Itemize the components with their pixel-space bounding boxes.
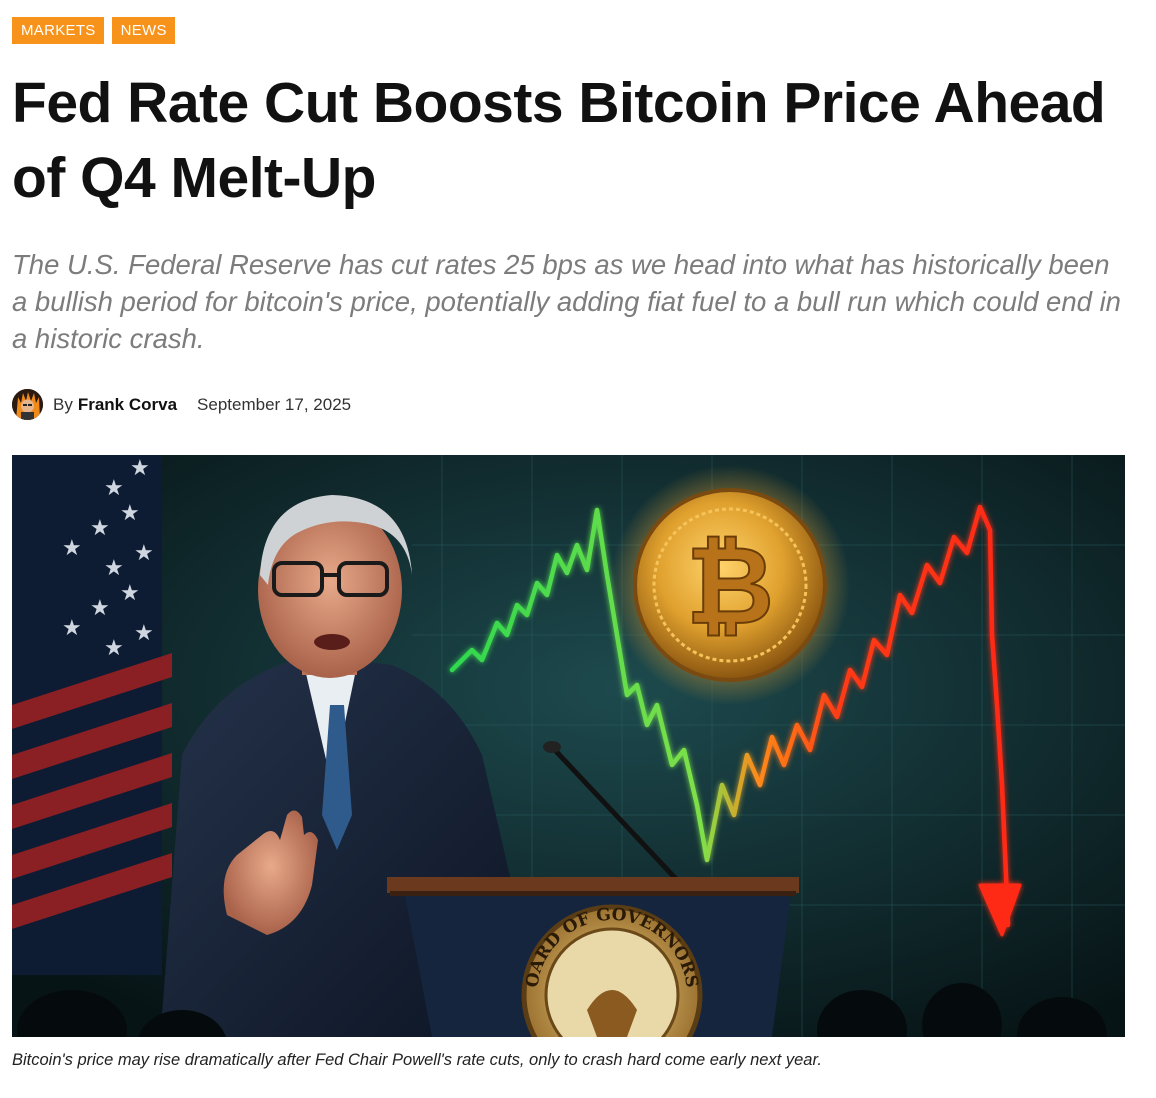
category-tags: MARKETS NEWS — [12, 17, 175, 44]
svg-text:₿: ₿ — [686, 524, 774, 649]
crash-arrow-icon — [978, 883, 1022, 937]
svg-text:★: ★ — [120, 581, 140, 606]
author-avatar[interactable] — [12, 389, 43, 420]
image-caption: Bitcoin's price may rise dramatically af… — [12, 1051, 822, 1069]
author-link[interactable]: Frank Corva — [77, 394, 178, 414]
publish-date: September 17, 2025 — [197, 394, 352, 414]
article-dek: The U.S. Federal Reserve has cut rates 2… — [12, 249, 1121, 354]
tag-news[interactable]: NEWS — [111, 17, 175, 44]
us-flag: ★★ ★★ ★★ ★★ ★★ ★★ — [12, 455, 172, 975]
price-chart-line — [449, 504, 1022, 937]
svg-text:★: ★ — [104, 476, 124, 501]
article-title: Fed Rate Cut Boosts Bitcoin Price Ahead … — [12, 71, 1106, 210]
svg-text:★: ★ — [134, 541, 154, 566]
svg-text:★: ★ — [104, 636, 124, 661]
svg-text:★: ★ — [134, 621, 154, 646]
svg-text:★: ★ — [104, 556, 124, 581]
byline: By Frank Corva September 17, 2025 — [12, 389, 351, 420]
svg-text:★: ★ — [62, 616, 82, 641]
svg-text:★: ★ — [90, 516, 110, 541]
svg-text:★: ★ — [90, 596, 110, 621]
hero-image: ★ ★ ★ ★ ★ ★ ★ ★ ★ ★ ★ ★ ₿ — [12, 455, 1125, 1037]
svg-text:★: ★ — [130, 456, 150, 481]
svg-text:★: ★ — [62, 536, 82, 561]
bitcoin-coin-icon: ₿ — [610, 465, 850, 705]
audience-silhouettes — [17, 983, 1107, 1037]
byline-prefix: By — [53, 394, 73, 414]
svg-text:★: ★ — [120, 501, 140, 526]
podium: OARD OF GOVERNORS — [387, 877, 799, 1037]
tag-markets[interactable]: MARKETS — [12, 17, 104, 44]
microphone-icon — [543, 741, 679, 882]
